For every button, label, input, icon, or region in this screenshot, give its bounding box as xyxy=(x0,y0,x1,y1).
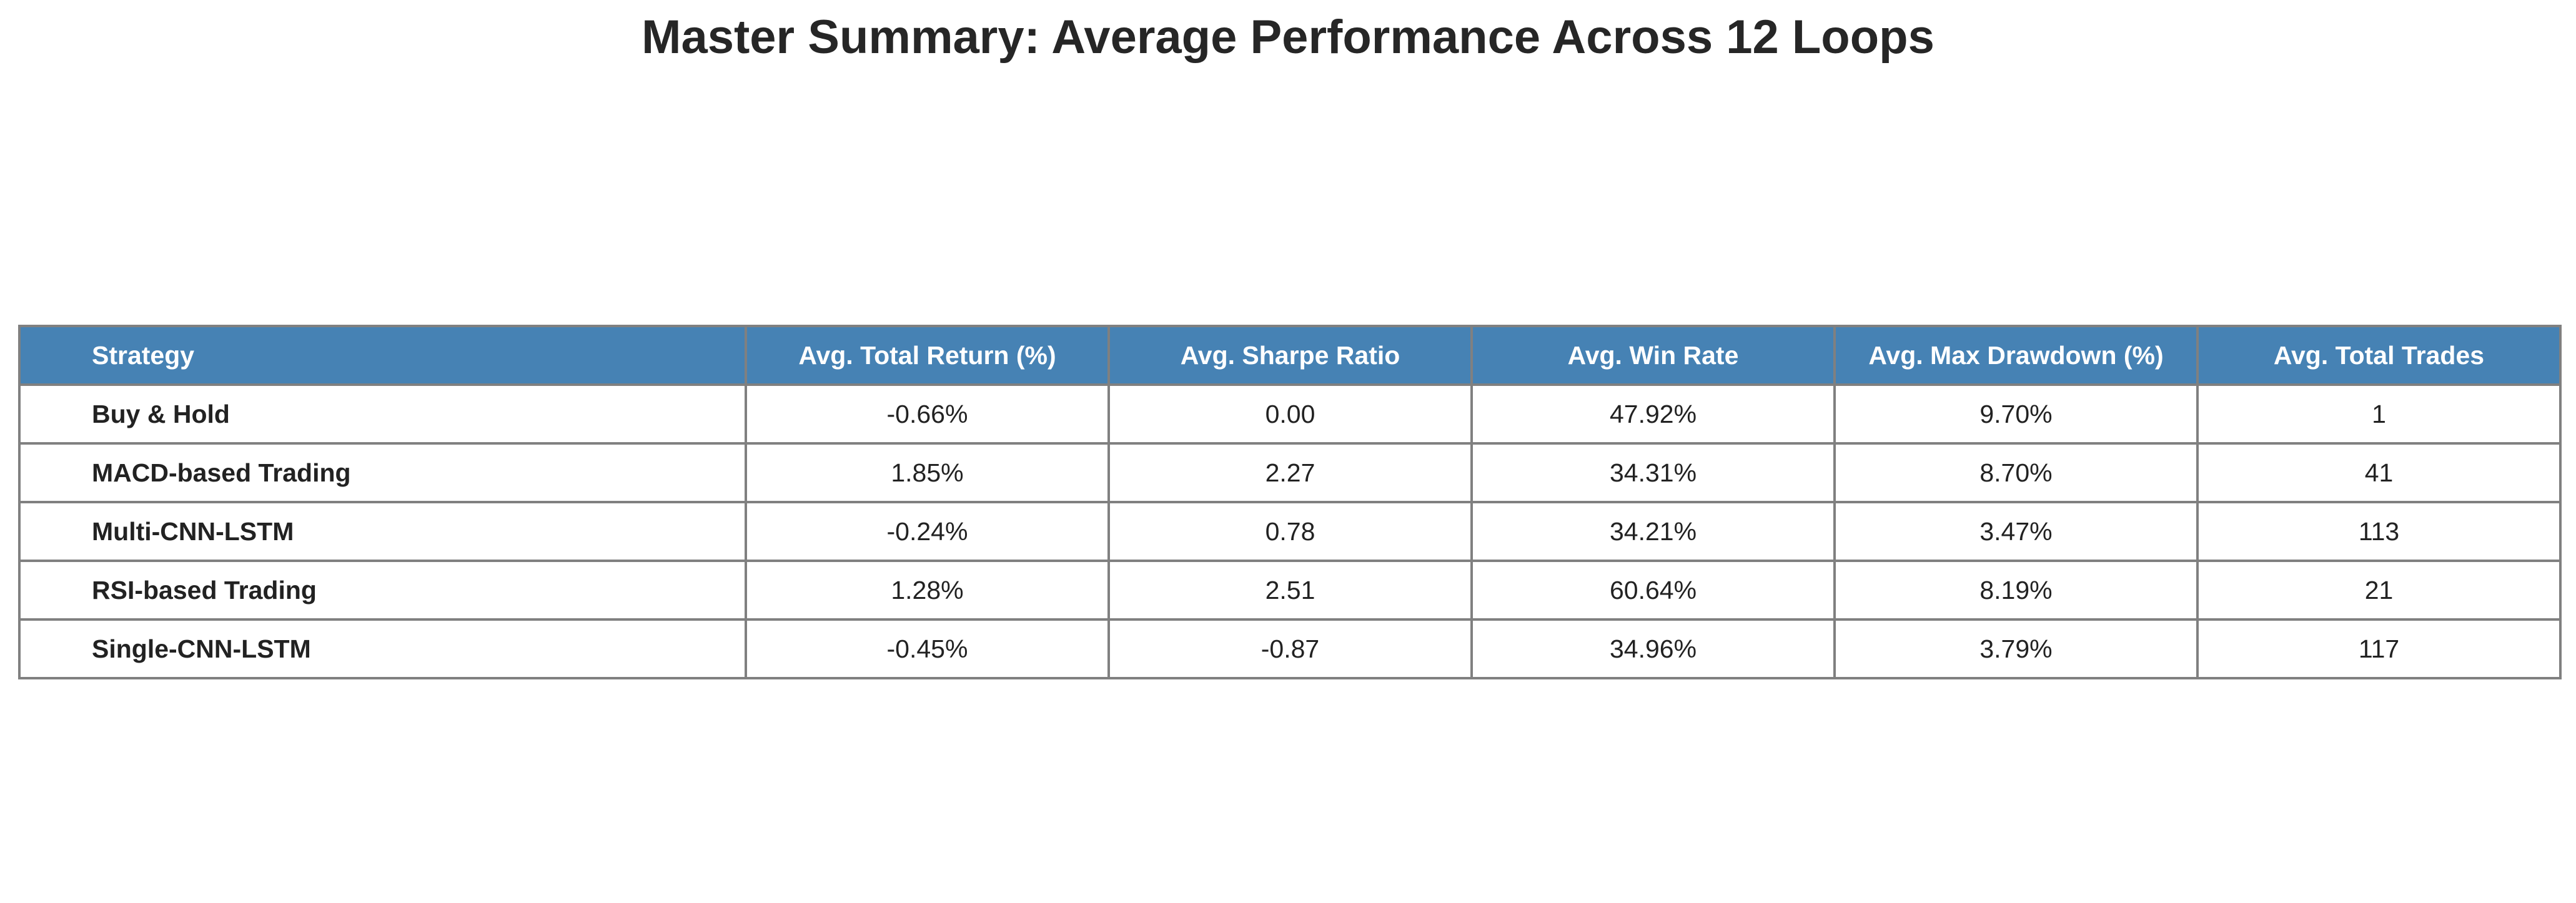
column-header: Strategy xyxy=(18,325,747,386)
total-return-cell: 1.85% xyxy=(745,442,1110,503)
table-row: Buy & Hold -0.66% 0.00 47.92% 9.70% 1 xyxy=(18,383,2562,445)
sharpe-ratio-cell: 2.51 xyxy=(1107,560,1473,621)
strategy-cell: Multi-CNN-LSTM xyxy=(18,501,747,562)
table-row: Single-CNN-LSTM -0.45% -0.87 34.96% 3.79… xyxy=(18,618,2562,679)
max-drawdown-cell: 9.70% xyxy=(1833,383,2199,445)
max-drawdown-cell: 3.79% xyxy=(1833,618,2199,679)
max-drawdown-cell: 3.47% xyxy=(1833,501,2199,562)
max-drawdown-cell: 8.70% xyxy=(1833,442,2199,503)
column-header: Avg. Max Drawdown (%) xyxy=(1833,325,2199,386)
table-row: Multi-CNN-LSTM -0.24% 0.78 34.21% 3.47% … xyxy=(18,501,2562,562)
total-trades-cell: 21 xyxy=(2196,560,2562,621)
win-rate-cell: 60.64% xyxy=(1470,560,1836,621)
table-header-row: Strategy Avg. Total Return (%) Avg. Shar… xyxy=(18,325,2562,386)
table-row: MACD-based Trading 1.85% 2.27 34.31% 8.7… xyxy=(18,442,2562,503)
table-row: RSI-based Trading 1.28% 2.51 60.64% 8.19… xyxy=(18,560,2562,621)
sharpe-ratio-cell: -0.87 xyxy=(1107,618,1473,679)
strategy-cell: RSI-based Trading xyxy=(18,560,747,621)
total-trades-cell: 117 xyxy=(2196,618,2562,679)
column-header: Avg. Sharpe Ratio xyxy=(1107,325,1473,386)
page-title: Master Summary: Average Performance Acro… xyxy=(642,11,1934,64)
max-drawdown-cell: 8.19% xyxy=(1833,560,2199,621)
total-trades-cell: 41 xyxy=(2196,442,2562,503)
total-return-cell: -0.24% xyxy=(745,501,1110,562)
summary-table: Strategy Avg. Total Return (%) Avg. Shar… xyxy=(18,325,2562,679)
sharpe-ratio-cell: 0.78 xyxy=(1107,501,1473,562)
column-header: Avg. Total Return (%) xyxy=(745,325,1110,386)
strategy-cell: Buy & Hold xyxy=(18,383,747,445)
total-trades-cell: 1 xyxy=(2196,383,2562,445)
win-rate-cell: 34.21% xyxy=(1470,501,1836,562)
total-return-cell: -0.45% xyxy=(745,618,1110,679)
total-trades-cell: 113 xyxy=(2196,501,2562,562)
win-rate-cell: 34.31% xyxy=(1470,442,1836,503)
strategy-cell: Single-CNN-LSTM xyxy=(18,618,747,679)
sharpe-ratio-cell: 2.27 xyxy=(1107,442,1473,503)
column-header: Avg. Win Rate xyxy=(1470,325,1836,386)
total-return-cell: 1.28% xyxy=(745,560,1110,621)
strategy-cell: MACD-based Trading xyxy=(18,442,747,503)
sharpe-ratio-cell: 0.00 xyxy=(1107,383,1473,445)
win-rate-cell: 47.92% xyxy=(1470,383,1836,445)
total-return-cell: -0.66% xyxy=(745,383,1110,445)
win-rate-cell: 34.96% xyxy=(1470,618,1836,679)
column-header: Avg. Total Trades xyxy=(2196,325,2562,386)
